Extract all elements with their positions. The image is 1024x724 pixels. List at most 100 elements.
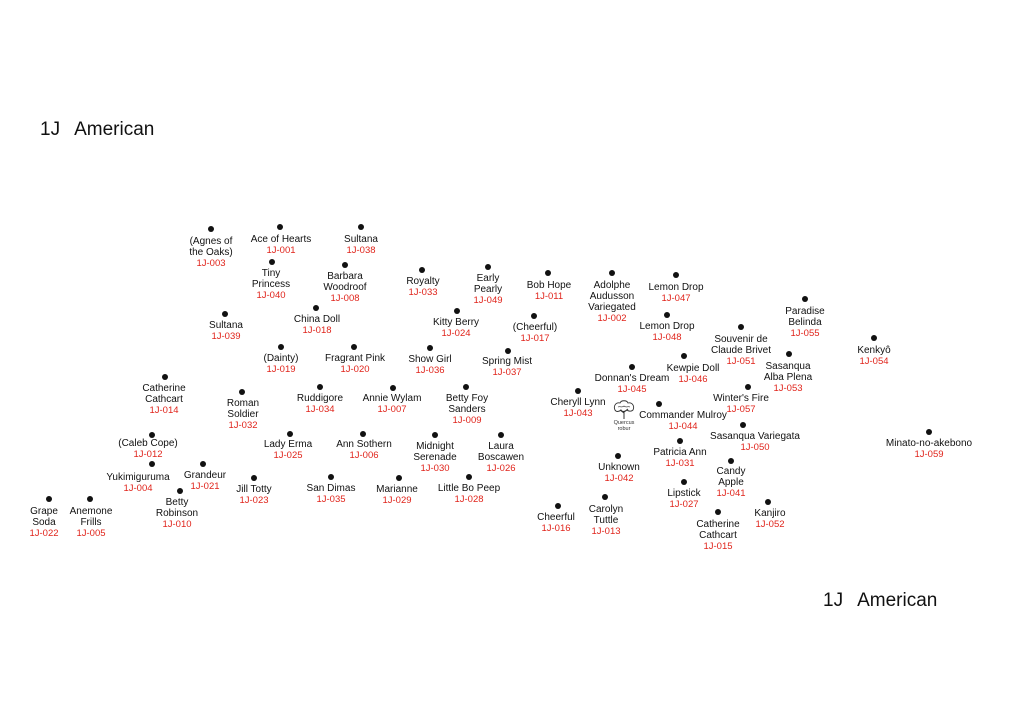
plant-marker [277, 224, 283, 230]
section-title-top: 1J American [40, 119, 154, 141]
plant-marker [317, 384, 323, 390]
plant-name: Roman Soldier [226, 398, 260, 420]
plant-label: Unknown 1J-042 [544, 462, 694, 484]
plant-label: Little Bo Peep 1J-028 [394, 483, 544, 505]
plant-code: 1J-016 [541, 523, 571, 534]
plant-name: Sasanqua Variegata [710, 431, 800, 442]
tree-icon [613, 400, 635, 419]
plant-marker [149, 432, 155, 438]
plant-code: 1J-050 [740, 442, 770, 453]
plant-label: Lemon Drop 1J-048 [592, 321, 742, 343]
plant-label: Catherine Cathcart 1J-014 [89, 383, 239, 416]
plant-label: Fragrant Pink 1J-020 [280, 353, 430, 375]
plant-label: Commander Mulroy 1J-044 [608, 410, 758, 432]
plant-code: 1J-035 [316, 494, 346, 505]
plant-marker [222, 311, 228, 317]
plant-name: Lady Erma [263, 439, 313, 450]
plant-label: Lady Erma 1J-025 [213, 439, 363, 461]
plant-label: Betty Robinson 1J-010 [102, 497, 252, 530]
plant-marker [629, 364, 635, 370]
plant-code: 1J-028 [454, 494, 484, 505]
plant-label: Yukimiguruma 1J-004 [63, 472, 213, 494]
plant-code: 1J-002 [597, 313, 627, 324]
plant-marker [545, 270, 551, 276]
plant-marker [177, 488, 183, 494]
plant-marker [208, 226, 214, 232]
plant-name: Annie Wylam [362, 393, 422, 404]
plant-code: 1J-057 [726, 404, 756, 415]
plant-label: Bob Hope 1J-011 [474, 280, 624, 302]
plant-marker [251, 475, 257, 481]
plant-label: Winter's Fire 1J-057 [666, 393, 816, 415]
plant-marker [396, 475, 402, 481]
plant-code: 1J-038 [346, 245, 376, 256]
plant-name: Grape Soda [30, 506, 58, 528]
plant-name: Betty Robinson [155, 497, 199, 519]
plant-marker [313, 305, 319, 311]
plant-name: Tiny Princess [251, 268, 291, 290]
plant-code: 1J-048 [652, 332, 682, 343]
plant-code: 1J-030 [420, 463, 450, 474]
plant-label: Kitty Berry 1J-024 [381, 317, 531, 339]
plant-code: 1J-017 [520, 333, 550, 344]
plant-marker [926, 429, 932, 435]
plant-marker [740, 422, 746, 428]
plant-name: Laura Boscawen [477, 441, 525, 463]
plant-code: 1J-044 [668, 421, 698, 432]
plant-label: Marianne 1J-029 [322, 484, 472, 506]
plant-code: 1J-036 [415, 365, 445, 376]
plant-marker [149, 461, 155, 467]
plant-name: Lemon Drop [648, 282, 704, 293]
plant-label: Kewpie Doll 1J-046 [618, 363, 768, 385]
plant-code: 1J-026 [486, 463, 516, 474]
quercus-robur-landmark: Quercus robur [611, 400, 637, 438]
plant-name: Fragrant Pink [324, 353, 386, 364]
plant-marker [765, 499, 771, 505]
plant-marker [505, 348, 511, 354]
plant-marker [802, 296, 808, 302]
plant-name: Bob Hope [526, 280, 572, 291]
plant-marker [738, 324, 744, 330]
plant-name: Catherine Cathcart [696, 519, 740, 541]
plant-marker [427, 345, 433, 351]
plant-marker [278, 344, 284, 350]
plant-name: Unknown [598, 462, 640, 473]
plant-marker [87, 496, 93, 502]
plant-marker [351, 344, 357, 350]
plant-marker [342, 262, 348, 268]
landmark-label-1: Quercus [613, 420, 635, 426]
plant-name: Lipstick [667, 488, 701, 499]
plant-code: 1J-013 [591, 526, 621, 537]
plant-marker [602, 494, 608, 500]
plant-code: 1J-033 [408, 287, 438, 298]
plant-label: Paradise Belinda 1J-055 [730, 306, 880, 339]
plant-label: Barbara Woodroof 1J-008 [270, 271, 420, 304]
plant-label: Laura Boscawen 1J-026 [426, 441, 576, 474]
plant-marker [609, 270, 615, 276]
plant-code: 1J-003 [196, 258, 226, 269]
plant-label: Carolyn Tuttle 1J-013 [531, 504, 681, 537]
plant-code: 1J-006 [349, 450, 379, 461]
plant-name: Commander Mulroy [639, 410, 727, 421]
plant-label: Sasanqua Alba Plena 1J-053 [713, 361, 863, 394]
plant-code: 1J-012 [133, 449, 163, 460]
plant-label: Cheerful 1J-016 [481, 512, 631, 534]
plant-marker [46, 496, 52, 502]
plant-code: 1J-019 [266, 364, 296, 375]
plant-label: Roman Soldier 1J-032 [168, 398, 318, 431]
section-name: American [74, 119, 155, 140]
plant-name: Ann Sothern [336, 439, 392, 450]
plant-name: Souvenir de Claude Brivet [710, 334, 772, 356]
plant-marker [575, 388, 581, 394]
plant-marker [786, 351, 792, 357]
plant-label: Grandeur 1J-021 [130, 470, 280, 492]
plant-marker [715, 509, 721, 515]
plant-marker [390, 385, 396, 391]
section-number: 1J [40, 119, 61, 140]
plant-marker [239, 389, 245, 395]
plant-name: Sasanqua Alba Plena [763, 361, 813, 383]
plant-label: (Dainty) 1J-019 [206, 353, 356, 375]
plant-marker [485, 264, 491, 270]
plant-code: 1J-008 [330, 293, 360, 304]
plant-label: (Caleb Cope) 1J-012 [73, 438, 223, 460]
